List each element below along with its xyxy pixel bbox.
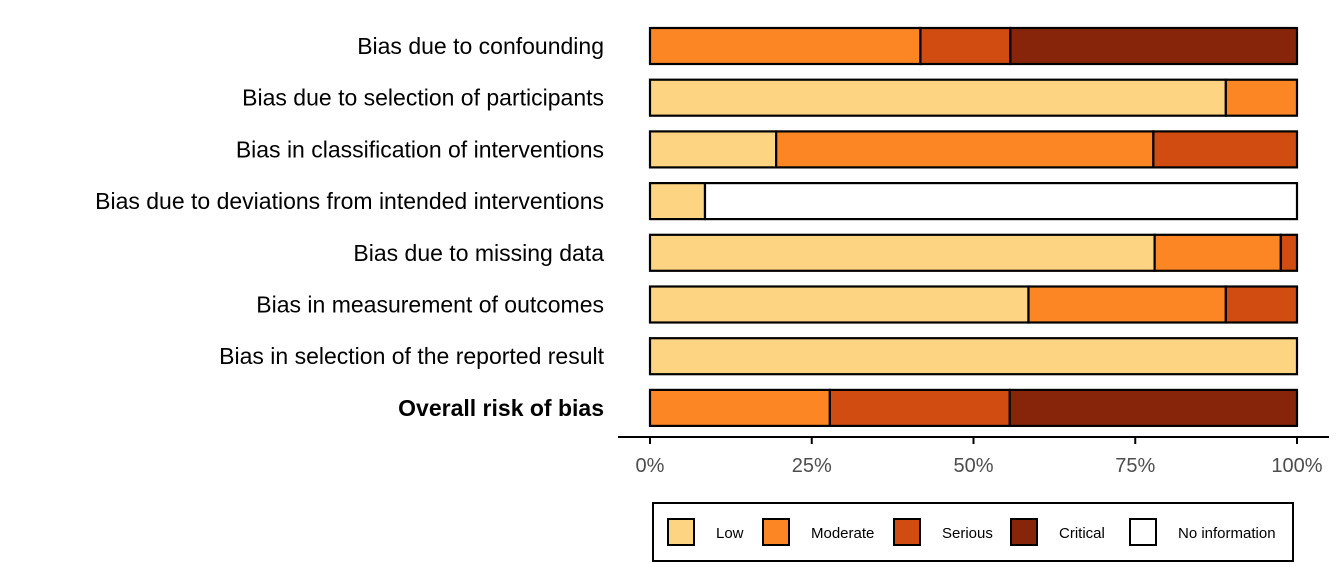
legend-key-low bbox=[667, 518, 695, 546]
bar-segment-bias-due-to-deviations-from-intended-interventions-no-information bbox=[703, 182, 1299, 221]
bar-segment-bias-due-to-selection-of-participants-low bbox=[648, 78, 1227, 117]
legend-label-low: Low bbox=[716, 525, 744, 542]
bars bbox=[648, 26, 1299, 427]
bar-segment-bias-in-measurement-of-outcomes-serious bbox=[1224, 285, 1299, 324]
bar-segment-bias-due-to-confounding-moderate bbox=[648, 26, 922, 66]
category-label-bias-in-measurement-of-outcomes: Bias in measurement of outcomes bbox=[256, 292, 604, 318]
x-tick-label: 100% bbox=[1271, 455, 1322, 477]
category-labels: Bias due to confounding Bias due to selec… bbox=[95, 33, 604, 421]
category-label-bias-due-to-missing-data: Bias due to missing data bbox=[353, 240, 604, 266]
category-label-overall-risk-of-bias: Overall risk of bias bbox=[398, 395, 604, 421]
bar-segment-bias-due-to-selection-of-participants-moderate bbox=[1224, 78, 1299, 117]
category-label-bias-due-to-selection-of-participants: Bias due to selection of participants bbox=[242, 85, 604, 111]
x-tick-label: 75% bbox=[1115, 455, 1155, 477]
category-label-bias-due-to-confounding: Bias due to confounding bbox=[357, 33, 604, 59]
bar-segment-overall-risk-of-bias-serious bbox=[828, 388, 1011, 427]
bar-segment-bias-due-to-deviations-from-intended-interventions-low bbox=[648, 182, 707, 221]
bar-segment-overall-risk-of-bias-moderate bbox=[648, 388, 831, 427]
bar-segment-bias-in-classification-of-interventions-serious bbox=[1152, 130, 1299, 169]
category-label-bias-in-classification-of-interventions: Bias in classification of interventions bbox=[236, 136, 604, 162]
bar-segment-bias-due-to-missing-data-serious bbox=[1279, 233, 1299, 272]
bar-segment-bias-in-measurement-of-outcomes-moderate bbox=[1027, 285, 1227, 324]
bar-segment-bias-in-classification-of-interventions-low bbox=[648, 130, 778, 169]
legend-label-critical: Critical bbox=[1059, 525, 1105, 542]
legend-key-no-information bbox=[1129, 518, 1157, 546]
legend: Low Moderate Serious Critical No information bbox=[652, 502, 1294, 562]
legend-label-moderate: Moderate bbox=[811, 525, 874, 542]
bar-segment-bias-due-to-missing-data-moderate bbox=[1153, 233, 1282, 272]
category-label-bias-in-selection-of-the-reported-result: Bias in selection of the reported result bbox=[219, 343, 604, 369]
legend-label-no-information: No information bbox=[1178, 525, 1276, 542]
legend-key-moderate bbox=[762, 518, 790, 546]
x-tick-label: 50% bbox=[953, 455, 993, 477]
legend-key-serious bbox=[893, 518, 921, 546]
legend-box bbox=[652, 502, 1294, 562]
legend-key-critical bbox=[1010, 518, 1038, 546]
bar-segment-bias-in-classification-of-interventions-moderate bbox=[775, 130, 1155, 169]
bar-segment-bias-in-selection-of-the-reported-result-low bbox=[648, 337, 1299, 376]
x-tick-label: 0% bbox=[636, 455, 665, 477]
bar-segment-bias-in-measurement-of-outcomes-low bbox=[648, 285, 1030, 324]
bar-segment-bias-due-to-confounding-critical bbox=[1009, 26, 1299, 66]
x-tick-label: 25% bbox=[792, 455, 832, 477]
category-label-bias-due-to-deviations-from-intended-interventions: Bias due to deviations from intended int… bbox=[95, 188, 604, 214]
bar-segment-bias-due-to-missing-data-low bbox=[648, 233, 1156, 272]
legend-label-serious: Serious bbox=[942, 525, 993, 542]
bar-segment-overall-risk-of-bias-critical bbox=[1008, 388, 1299, 427]
bar-segment-bias-due-to-confounding-serious bbox=[919, 26, 1012, 66]
x-axis: 0% 25% 50% 75% 100% bbox=[618, 436, 1329, 477]
